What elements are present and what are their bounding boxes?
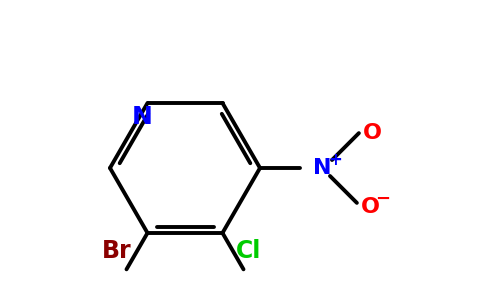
Text: O: O <box>362 197 380 217</box>
Text: O: O <box>363 123 382 143</box>
Text: +: + <box>328 151 342 169</box>
Text: Cl: Cl <box>236 239 261 263</box>
Text: −: − <box>375 190 391 208</box>
Text: N: N <box>132 105 153 129</box>
Text: Br: Br <box>102 239 131 263</box>
Text: N: N <box>313 158 331 178</box>
